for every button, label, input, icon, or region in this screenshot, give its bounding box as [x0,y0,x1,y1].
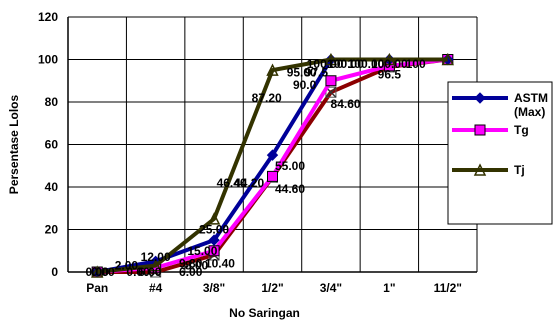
legend: ASTM (Max) Tg Tj [447,81,553,225]
legend-marker-2 [473,163,487,176]
legend-entry-2: Tj [452,163,525,177]
series-2-point-0 [91,265,104,278]
series-2-point-1 [149,258,162,272]
x-tick-label-5: 1" [383,281,395,295]
series-1-point-4 [325,75,337,87]
series-0-point-3 [266,149,279,161]
legend-entry-1: Tg [452,123,529,137]
data-label-22: 100.00 [327,57,364,71]
series-1-point-3 [267,170,278,182]
data-label-15: 44.60 [275,182,305,196]
legend-label-2: Tj [514,163,525,177]
x-tick-label-1: #4 [149,281,163,295]
data-label-26: 96.5 [378,67,402,81]
data-label-1: 0.00 [91,265,115,279]
data-label-12: 46.40 [217,176,247,190]
legend-marker-1 [474,124,486,136]
data-label-2: 0.00 [126,265,150,279]
x-tick-label-4: 3/4" [320,281,342,295]
data-label-13: 44.20 [234,176,264,190]
legend-label-1: Tg [514,123,529,137]
data-label-25: 100 [406,57,426,71]
legend-box [447,81,553,225]
x-axis-title: No Saringan [229,306,300,320]
x-tick-label-2: 3/8" [203,281,225,295]
data-label-14: 55.00 [275,159,305,173]
legend-marker-0 [474,92,486,104]
legend-label-1-line-0: Tg [514,123,529,137]
y-tick-labels: 0 20 40 60 80 100 120 [38,10,58,279]
y-tick-label-1: 20 [45,223,59,237]
y-tick-label-5: 100 [38,53,58,67]
x-tick-label-6: 11/2" [434,281,462,295]
y-tick-label-3: 60 [45,138,59,152]
data-label-24: 100.00 [371,57,408,71]
x-tick-labels: Pan #4 3/8" 1/2" 3/4" 1" 11/2" [86,281,462,295]
legend-label-2-line-0: Tj [514,163,525,177]
data-label-18: 97.5 [305,65,329,79]
series-3-point-4-stroke-b [325,86,337,98]
legend-label-0-line-1: (Max) [514,105,545,119]
legend-label-0: ASTM (Max) [514,91,548,119]
data-label-9: 15.00 [187,244,217,258]
data-label-6: 8.00 [185,259,209,273]
series-2-point-2 [207,212,221,225]
data-label-0: 0.00 [86,265,110,279]
data-labels: 0.000.00 0.002.00 6.0012.008.006.0025.0015… [86,57,426,279]
data-label-19: 90.0 [293,78,317,92]
series-2-point-3 [266,63,279,76]
x-tick-label-0: Pan [86,281,108,295]
data-label-11: 10.40 [205,257,235,271]
series-0-point-2 [208,234,220,246]
data-label-7: 6.00 [179,265,203,279]
data-label-16: 87.20 [252,91,282,105]
legend-label-0-line-0: ASTM [514,91,548,105]
series-2-point-4 [324,52,338,66]
series-2-line [96,57,448,274]
data-label-23: 100.00 [348,57,385,71]
series-2-point-6 [441,52,454,66]
data-label-17: 95.00 [287,65,317,79]
y-tick-label-6: 120 [38,10,58,24]
data-label-8: 25.00 [199,223,229,237]
data-label-4: 6.00 [138,265,162,279]
data-label-20: 84.60 [331,97,361,111]
y-tick-label-2: 40 [45,180,59,194]
data-label-3: 2.00 [115,259,139,273]
x-tick-label-3: 1/2" [261,281,283,295]
data-label-10: 9.80 [179,257,203,271]
data-label-5: 12.00 [141,250,171,264]
y-axis-title: Persentase Lolos [7,94,21,194]
series-2 [91,52,454,278]
series-layer [91,52,454,278]
series-2-point-5 [383,52,396,66]
data-label-21: 100.00 [307,57,344,71]
legend-entry-0: ASTM (Max) [452,91,548,119]
y-tick-label-0: 0 [51,265,58,279]
y-tick-label-4: 80 [45,95,59,109]
